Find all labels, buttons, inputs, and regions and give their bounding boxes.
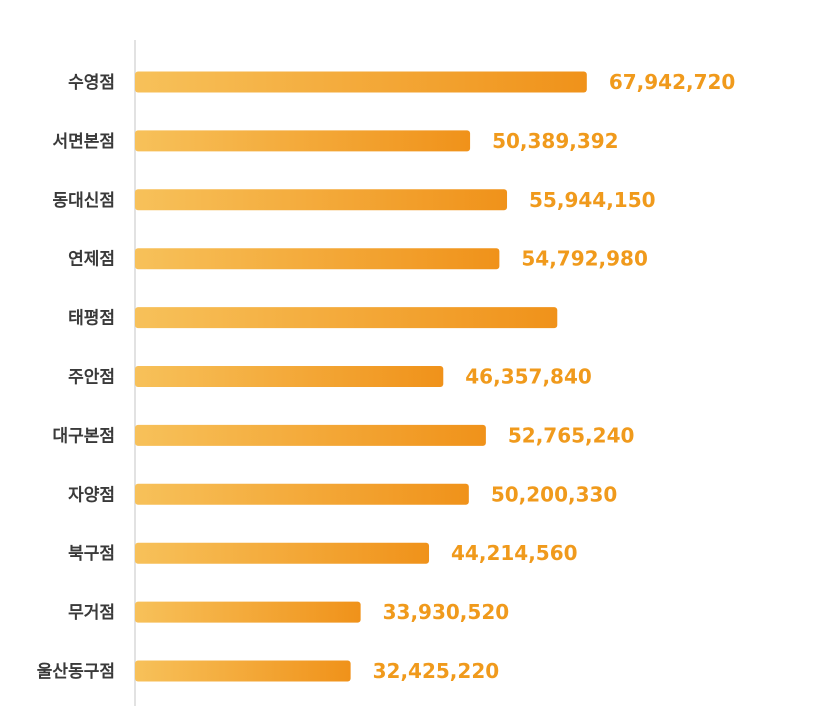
bar <box>135 248 500 270</box>
value-label: 50,200,330 <box>491 482 618 506</box>
value-label: 55,944,150 <box>529 188 656 212</box>
category-label: 수영점 <box>68 73 115 93</box>
bars-layer: 수영점 67,942,720 서면본점 50,389,392 동대신점 55,944,15… <box>37 70 736 683</box>
category-label: 무거점 <box>68 603 115 623</box>
bar <box>135 307 558 329</box>
category-label: 연제점 <box>68 250 115 270</box>
value-label: 52,765,240 <box>508 423 635 447</box>
bar <box>135 483 469 505</box>
bar <box>135 424 486 446</box>
category-label: 동대신점 <box>52 191 115 211</box>
category-label: 서면본점 <box>52 132 115 152</box>
category-label: 주안점 <box>68 368 115 388</box>
bar <box>135 130 471 152</box>
bar <box>135 542 430 564</box>
category-label: 태평점 <box>68 309 115 329</box>
category-label: 울산동구점 <box>37 662 115 682</box>
bar <box>135 366 444 387</box>
category-label: 자양점 <box>68 485 115 505</box>
value-label: 32,425,220 <box>373 659 500 683</box>
bar <box>135 71 587 93</box>
value-label: 50,389,392 <box>492 129 619 153</box>
bar <box>135 660 351 682</box>
value-label: 54,792,980 <box>521 247 648 271</box>
category-label: 북구점 <box>68 544 115 564</box>
value-label: 67,942,720 <box>609 70 736 94</box>
category-label: 대구본점 <box>52 426 115 446</box>
bar <box>135 601 361 623</box>
value-label: 44,214,560 <box>451 541 578 565</box>
value-label: 33,930,520 <box>383 600 510 624</box>
value-label: 46,357,840 <box>465 365 592 389</box>
bar <box>135 189 508 211</box>
